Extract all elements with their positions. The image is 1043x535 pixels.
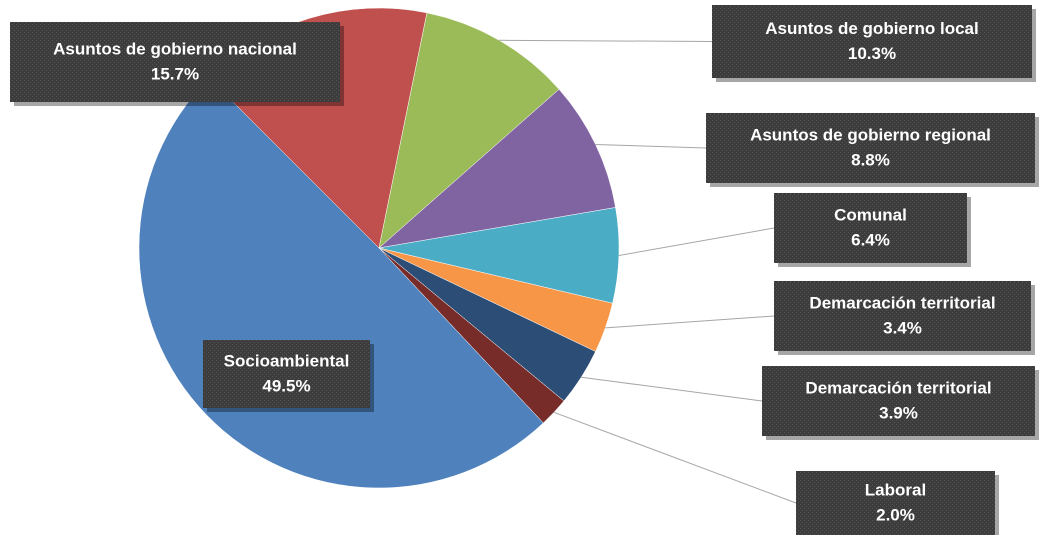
category-label: Demarcación territorial [805, 378, 991, 397]
leader-line [605, 315, 775, 329]
value-label: 3.9% [879, 403, 918, 422]
slice [378, 88, 616, 249]
leader-line [581, 376, 763, 402]
data-labels: Asuntos de gobierno nacional 15.7% Asuntos… [10, 5, 1039, 535]
category-label: Asuntos de gobierno local [765, 19, 978, 38]
label-box [706, 113, 1035, 183]
category-label: Socioambiental [224, 351, 350, 370]
value-label: 6.4% [851, 230, 890, 249]
pie [138, 7, 620, 489]
category-label: Laboral [865, 480, 926, 499]
slice [378, 12, 560, 249]
category-label: Asuntos de gobierno regional [750, 125, 991, 144]
label-box [762, 366, 1035, 436]
value-label: 10.3% [848, 44, 896, 63]
value-label: 3.4% [883, 318, 922, 337]
label-box [774, 193, 967, 263]
category-label: Demarcación territorial [809, 293, 995, 312]
label-box [712, 5, 1032, 78]
label-box [796, 471, 995, 535]
value-label: 2.0% [876, 505, 915, 524]
label-box [203, 340, 370, 408]
leader-lines [499, 39, 797, 504]
category-label: Comunal [834, 205, 907, 224]
label-box [774, 281, 1031, 351]
leader-line [618, 227, 775, 257]
value-label: 15.7% [151, 64, 199, 83]
value-label: 49.5% [262, 376, 310, 395]
leader-line [595, 143, 707, 149]
leader-line [553, 411, 797, 504]
label-box [10, 22, 340, 102]
value-label: 8.8% [851, 150, 890, 169]
leader-line [499, 39, 713, 42]
category-label: Asuntos de gobierno nacional [53, 39, 297, 58]
